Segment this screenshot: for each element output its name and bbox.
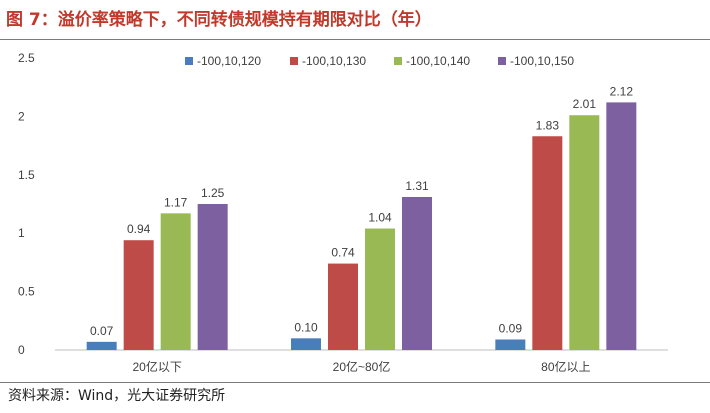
x-tick-label: 20亿以下	[132, 359, 181, 374]
data-label: 0.10	[294, 320, 318, 334]
legend-label: -100,10,140	[406, 54, 470, 68]
data-label: 0.09	[499, 321, 523, 335]
bar	[197, 204, 228, 350]
legend: -100,10,120 -100,10,130 -100,10,140 -100,10…	[185, 54, 574, 68]
data-label: 1.17	[164, 195, 188, 209]
bar	[365, 228, 395, 350]
y-tick-label: 2.5	[18, 51, 35, 65]
data-label: 0.74	[331, 246, 355, 260]
y-tick-label: 2	[18, 109, 25, 123]
bar	[532, 136, 563, 350]
legend-label: -100,10,120	[197, 54, 261, 68]
data-label: 2.12	[610, 84, 634, 98]
y-tick-label: 1.5	[18, 168, 35, 182]
y-tick-label: 0.5	[18, 285, 35, 299]
bar	[328, 263, 358, 350]
bar	[123, 240, 154, 350]
legend-label: -100,10,130	[302, 54, 366, 68]
data-label: 0.07	[90, 324, 114, 338]
source-rule	[0, 382, 710, 383]
title-rule	[0, 39, 710, 40]
x-tick-label: 80亿以上	[541, 359, 590, 374]
data-label: 1.04	[368, 211, 392, 225]
legend-label: -100,10,150	[510, 54, 574, 68]
bar	[495, 339, 526, 350]
data-label: 1.25	[201, 186, 225, 200]
data-label: 1.83	[536, 118, 560, 132]
legend-swatch	[394, 57, 402, 65]
bar	[606, 102, 637, 350]
source-note: 资料来源：Wind，光大证券研究所	[8, 388, 226, 404]
legend-swatch	[290, 57, 298, 65]
bars-layer	[86, 102, 637, 351]
legend-swatch	[185, 57, 193, 65]
x-tick-label: 20亿~80亿	[333, 359, 391, 374]
data-label: 2.01	[573, 97, 597, 111]
data-label: 1.31	[405, 179, 429, 193]
bar	[402, 196, 432, 350]
bar	[86, 341, 117, 350]
bar	[291, 338, 321, 350]
bar	[569, 115, 600, 351]
y-tick-label: 1	[18, 226, 25, 240]
legend-swatch	[498, 57, 506, 65]
bar	[160, 213, 191, 350]
y-tick-label: 0	[18, 343, 25, 357]
axis-layer: 0 0.5 1 1.5 2 2.5 20亿以下 20亿~80亿 80亿以上	[18, 51, 668, 374]
figure-title: 图 7：溢价率策略下，不同转债规模持有期限对比（年）	[6, 10, 432, 30]
data-label: 0.94	[127, 222, 151, 236]
data-labels-layer: 0.07 0.10 0.09 0.94 0.74 1.83 1.17 1.04 2.01 1.25…	[90, 84, 633, 337]
